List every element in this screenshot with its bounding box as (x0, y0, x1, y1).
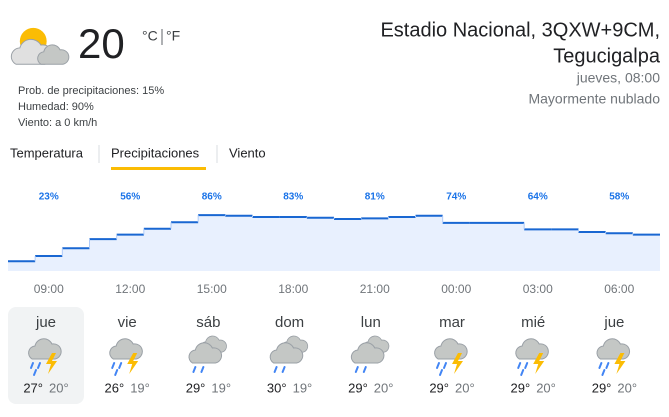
weather-icon (189, 336, 227, 372)
weather-icon (110, 339, 143, 375)
daily-forecast: jue 27° 20° vie 26° 19° sáb 29° 19° dom 30° 19° lun 2… (23, 314, 637, 395)
temp-high: 29° (592, 380, 612, 395)
time: jueves, 08:00 (576, 70, 660, 86)
day-name: mar (439, 314, 465, 331)
day-name: mié (521, 314, 545, 331)
temp-high: 30° (267, 380, 287, 395)
time-label: 03:00 (523, 282, 553, 296)
precipitation-label: 86% (202, 192, 222, 203)
weather-icon (351, 336, 389, 372)
time-label: 09:00 (34, 282, 64, 296)
day[interactable]: mar 29° 20° (429, 314, 474, 395)
day-name: sáb (196, 314, 220, 331)
temp-low: 20° (617, 380, 637, 395)
precipitation-label: 83% (283, 192, 303, 203)
time-label: 21:00 (360, 282, 390, 296)
temp-high: 29° (511, 380, 531, 395)
temp-high: 29° (186, 380, 206, 395)
day[interactable]: dom 30° 19° (267, 314, 312, 395)
precipitation-label: 64% (528, 192, 548, 203)
weather-icon (597, 339, 630, 375)
temp-low: 19° (130, 380, 150, 395)
unit-f[interactable]: °F (166, 28, 180, 44)
day-name: jue (603, 314, 624, 331)
time-label: 15:00 (197, 282, 227, 296)
condition: Mayormente nublado (528, 91, 660, 107)
precipitation-label: 56% (120, 192, 140, 203)
tab-selected[interactable]: Precipitaciones (111, 145, 200, 160)
temp-high: 29° (429, 380, 449, 395)
temp-low: 20° (536, 380, 556, 395)
detail: Humedad: 90% (18, 101, 94, 113)
weather-icon (435, 339, 468, 375)
temp-low: 19° (211, 380, 231, 395)
tab[interactable]: Viento (229, 145, 266, 160)
day-name: dom (275, 314, 304, 331)
precipitation-label: 23% (39, 192, 59, 203)
day-name: jue (35, 314, 56, 331)
weather-icon (516, 339, 549, 375)
precipitation-label: 81% (365, 192, 385, 203)
day[interactable]: lun 29° 20° (348, 314, 393, 395)
temp-low: 20° (455, 380, 475, 395)
time-label: 06:00 (604, 282, 634, 296)
temp-high: 26° (105, 380, 125, 395)
weather-icon (270, 336, 308, 372)
day[interactable]: jue 29° 20° (592, 314, 637, 395)
location: Estadio Nacional, 3QXW+9CM, (380, 19, 660, 41)
time-label: 00:00 (441, 282, 471, 296)
precipitation-chart: 23% 56% 86% 83% 81% 74% 64% 58% 09:00 12:00 15:00 1… (8, 192, 660, 296)
temp-high: 27° (23, 380, 43, 395)
unit-c[interactable]: °C (142, 28, 158, 44)
temp-low: 19° (293, 380, 313, 395)
time-label: 12:00 (115, 282, 145, 296)
day[interactable]: vie 26° 19° (105, 314, 150, 395)
detail: Viento: a 0 km/h (18, 117, 97, 129)
day-name: lun (361, 314, 381, 331)
tab-underline (111, 167, 206, 170)
tab[interactable]: Temperatura (10, 145, 84, 160)
day[interactable]: mié 29° 20° (511, 314, 556, 395)
temperature: 20 (78, 20, 125, 67)
temp-high: 29° (348, 380, 368, 395)
precipitation-label: 74% (446, 192, 466, 203)
day[interactable]: jue 27° 20° (23, 314, 68, 395)
temp-low: 20° (49, 380, 69, 395)
day-name: vie (118, 314, 137, 331)
precipitation-label: 58% (609, 192, 629, 203)
day[interactable]: sáb 29° 19° (186, 314, 231, 395)
detail: Prob. de precipitaciones: 15% (18, 85, 164, 97)
precipitation-area (8, 215, 660, 271)
temp-low: 20° (374, 380, 394, 395)
time-label: 18:00 (278, 282, 308, 296)
city: Tegucigalpa (553, 45, 661, 67)
